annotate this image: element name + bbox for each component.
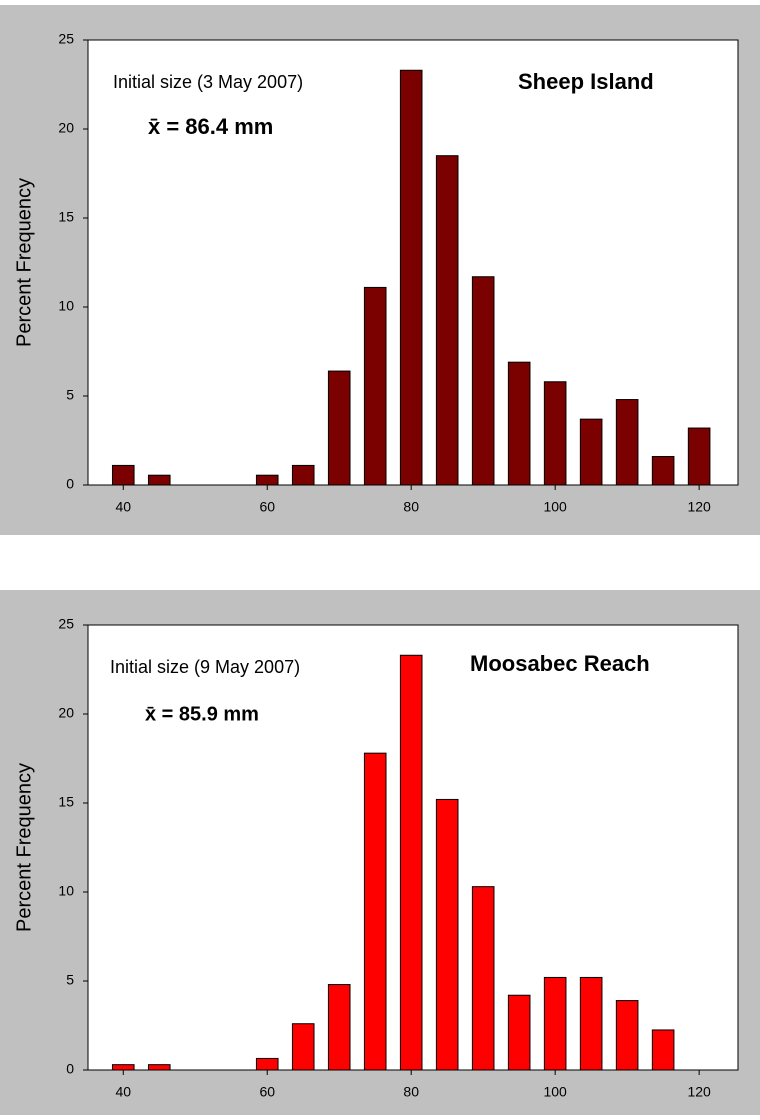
x-tick-label: 60 [259,1084,275,1100]
x-tick-label: 120 [687,499,711,515]
bar [399,654,423,1071]
bar [147,474,171,486]
chart: 0 5 10 15 20 25 40 60 80 100 120 Percent Frequency I… [0,590,760,1115]
bar [471,886,495,1071]
bar [255,474,279,486]
bar [507,994,531,1071]
bar [651,456,675,486]
bar [543,381,567,486]
bar [615,1000,639,1071]
y-tick-label: 15 [58,209,74,225]
x-tick-label: 40 [115,499,131,515]
bar [579,976,603,1071]
annotation: Initial size (9 May 2007) [110,657,300,677]
bar [435,155,459,486]
chart-title: Moosabec Reach [470,651,650,676]
bar [363,752,387,1071]
bar [651,1029,675,1071]
x-tick-label: 80 [403,499,419,515]
bar [687,427,711,486]
x-tick-label: 100 [543,499,567,515]
annotation: Initial size (3 May 2007) [113,72,303,92]
x-tick-label: 100 [543,1084,567,1100]
bar [579,418,603,486]
y-axis-label: Percent Frequency [13,763,35,932]
bar [399,69,423,486]
y-tick-label: 5 [66,387,74,403]
y-tick-label: 5 [66,972,74,988]
y-tick-label: 25 [58,616,74,632]
bar [615,399,639,486]
x-tick-label: 80 [403,1084,419,1100]
x-tick-label: 60 [259,499,275,515]
bar [147,1064,171,1071]
bar [327,370,351,486]
y-tick-label: 15 [58,794,74,810]
bar [363,286,387,486]
x-tick-label: 40 [115,1084,131,1100]
bar [111,1064,135,1071]
y-tick-label: 10 [58,883,74,899]
y-tick-label: 0 [66,1061,74,1077]
annotation: x̄ = 86.4 mm [148,114,273,139]
chart-title: Sheep Island [518,69,654,94]
bar [255,1057,279,1071]
y-axis-label: Percent Frequency [13,178,35,347]
bar [111,464,135,486]
bar [507,361,531,486]
y-tick-label: 20 [58,120,74,136]
bar [291,1023,315,1071]
y-tick-label: 10 [58,298,74,314]
x-tick-label: 120 [687,1084,711,1100]
y-tick-label: 20 [58,705,74,721]
bar [543,976,567,1071]
chart: 0 5 10 15 20 25 40 60 80 100 120 Percent Frequency I… [0,5,760,535]
y-tick-label: 0 [66,476,74,492]
bar [291,464,315,486]
bar [435,798,459,1071]
annotation: x̄ = 85.9 mm [145,703,259,725]
bar [471,276,495,486]
bar [327,984,351,1071]
y-tick-label: 25 [58,31,74,47]
